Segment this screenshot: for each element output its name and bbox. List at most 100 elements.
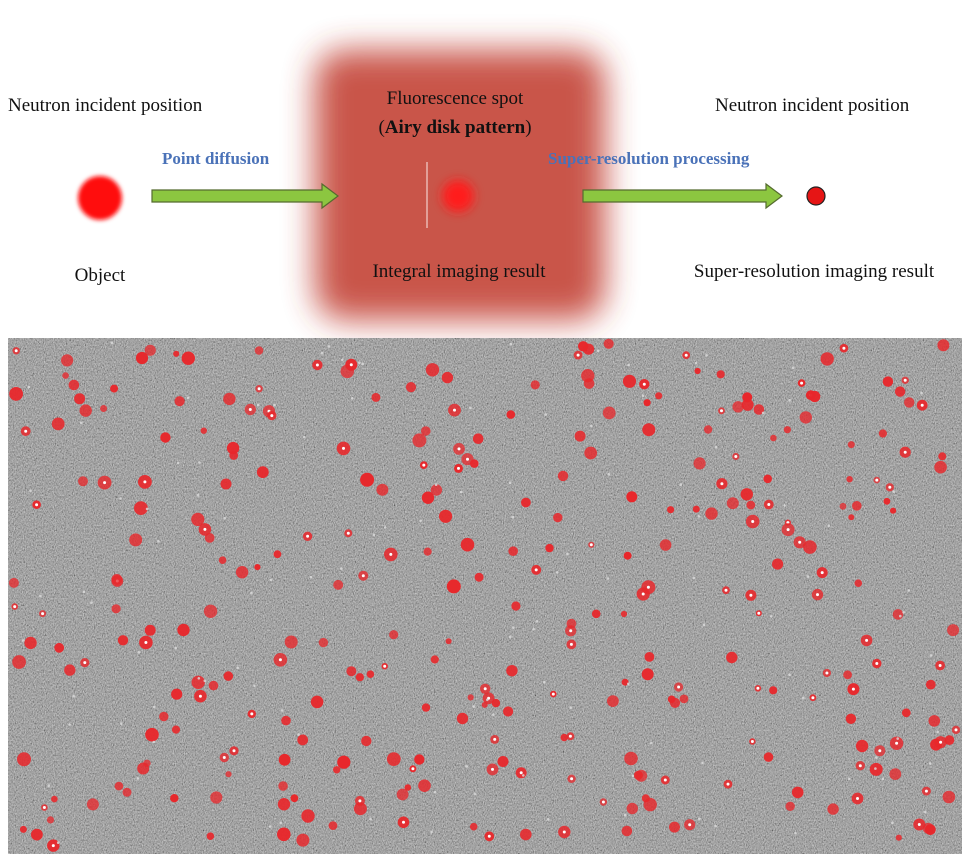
subtitle: (Airy disk pattern) bbox=[378, 117, 531, 138]
spot bbox=[46, 816, 55, 824]
spot bbox=[698, 817, 701, 821]
spot bbox=[783, 504, 786, 507]
spot bbox=[878, 749, 882, 753]
spot bbox=[171, 725, 181, 734]
spot bbox=[170, 794, 179, 803]
spot bbox=[917, 823, 921, 826]
spot bbox=[425, 363, 440, 377]
spot bbox=[896, 737, 899, 740]
spot bbox=[714, 445, 718, 449]
spot bbox=[570, 777, 574, 781]
spot bbox=[310, 695, 324, 709]
spot bbox=[929, 654, 933, 657]
spot bbox=[626, 802, 638, 815]
spot bbox=[878, 429, 888, 438]
spot bbox=[369, 817, 372, 821]
spot bbox=[596, 349, 600, 353]
spot bbox=[895, 741, 899, 745]
caption: Object bbox=[75, 265, 126, 286]
spot bbox=[881, 777, 885, 781]
spot bbox=[302, 435, 306, 439]
spot bbox=[763, 752, 774, 762]
spot bbox=[557, 470, 569, 482]
spot bbox=[694, 361, 698, 365]
spot bbox=[892, 490, 895, 493]
spot bbox=[223, 517, 226, 520]
spot bbox=[301, 809, 315, 823]
spot bbox=[937, 339, 950, 352]
spot bbox=[137, 762, 150, 775]
spot bbox=[248, 408, 252, 411]
spot bbox=[701, 761, 704, 765]
spot bbox=[942, 790, 956, 804]
spot bbox=[223, 671, 234, 681]
airy-center bbox=[442, 180, 474, 212]
spot bbox=[117, 635, 129, 646]
spot bbox=[895, 834, 902, 841]
spot bbox=[924, 810, 927, 814]
spot bbox=[936, 730, 939, 734]
spot bbox=[753, 404, 765, 415]
spot bbox=[643, 399, 651, 407]
spot bbox=[366, 670, 375, 678]
spot bbox=[535, 620, 539, 623]
paren: ) bbox=[525, 117, 531, 138]
spot bbox=[889, 768, 902, 780]
spot bbox=[469, 822, 478, 831]
spot bbox=[547, 818, 550, 821]
spot bbox=[236, 666, 239, 669]
spot bbox=[825, 671, 829, 675]
spot bbox=[607, 472, 611, 476]
spot bbox=[457, 447, 461, 451]
spot bbox=[414, 754, 425, 765]
spot bbox=[21, 639, 25, 642]
spot bbox=[925, 679, 936, 690]
spot bbox=[544, 413, 547, 416]
spot bbox=[372, 533, 376, 537]
spot bbox=[568, 734, 572, 738]
spot bbox=[327, 345, 331, 348]
spot bbox=[875, 756, 878, 759]
spot bbox=[928, 715, 941, 727]
spot bbox=[590, 424, 593, 428]
spot bbox=[445, 638, 452, 645]
spot bbox=[100, 405, 108, 412]
spot bbox=[800, 381, 804, 385]
spot bbox=[254, 564, 261, 571]
spot bbox=[511, 601, 521, 611]
spot bbox=[574, 430, 586, 442]
spot bbox=[273, 550, 282, 559]
spot bbox=[650, 741, 653, 745]
spot bbox=[191, 675, 205, 689]
spot bbox=[848, 514, 855, 521]
spot bbox=[256, 466, 269, 479]
spot bbox=[581, 369, 595, 383]
spot bbox=[627, 363, 630, 367]
spot bbox=[340, 567, 343, 570]
spot bbox=[41, 612, 45, 616]
spot bbox=[144, 624, 156, 636]
spot bbox=[457, 466, 460, 470]
spot bbox=[622, 374, 637, 388]
spot bbox=[144, 344, 156, 356]
spot bbox=[159, 711, 169, 722]
spot bbox=[726, 497, 739, 510]
spot bbox=[29, 489, 32, 493]
spot bbox=[702, 623, 706, 627]
spot bbox=[157, 540, 160, 543]
spot bbox=[852, 501, 862, 511]
spot bbox=[603, 338, 614, 349]
spot bbox=[296, 833, 310, 847]
spot bbox=[902, 611, 905, 614]
spot bbox=[232, 749, 236, 753]
spot bbox=[72, 694, 75, 698]
spot bbox=[894, 386, 906, 397]
spot bbox=[858, 764, 862, 768]
spot bbox=[827, 524, 831, 527]
spot bbox=[519, 771, 523, 775]
spot bbox=[663, 778, 667, 782]
spot bbox=[576, 353, 580, 357]
spot bbox=[811, 696, 815, 700]
spot bbox=[430, 484, 443, 496]
spot bbox=[934, 460, 947, 474]
